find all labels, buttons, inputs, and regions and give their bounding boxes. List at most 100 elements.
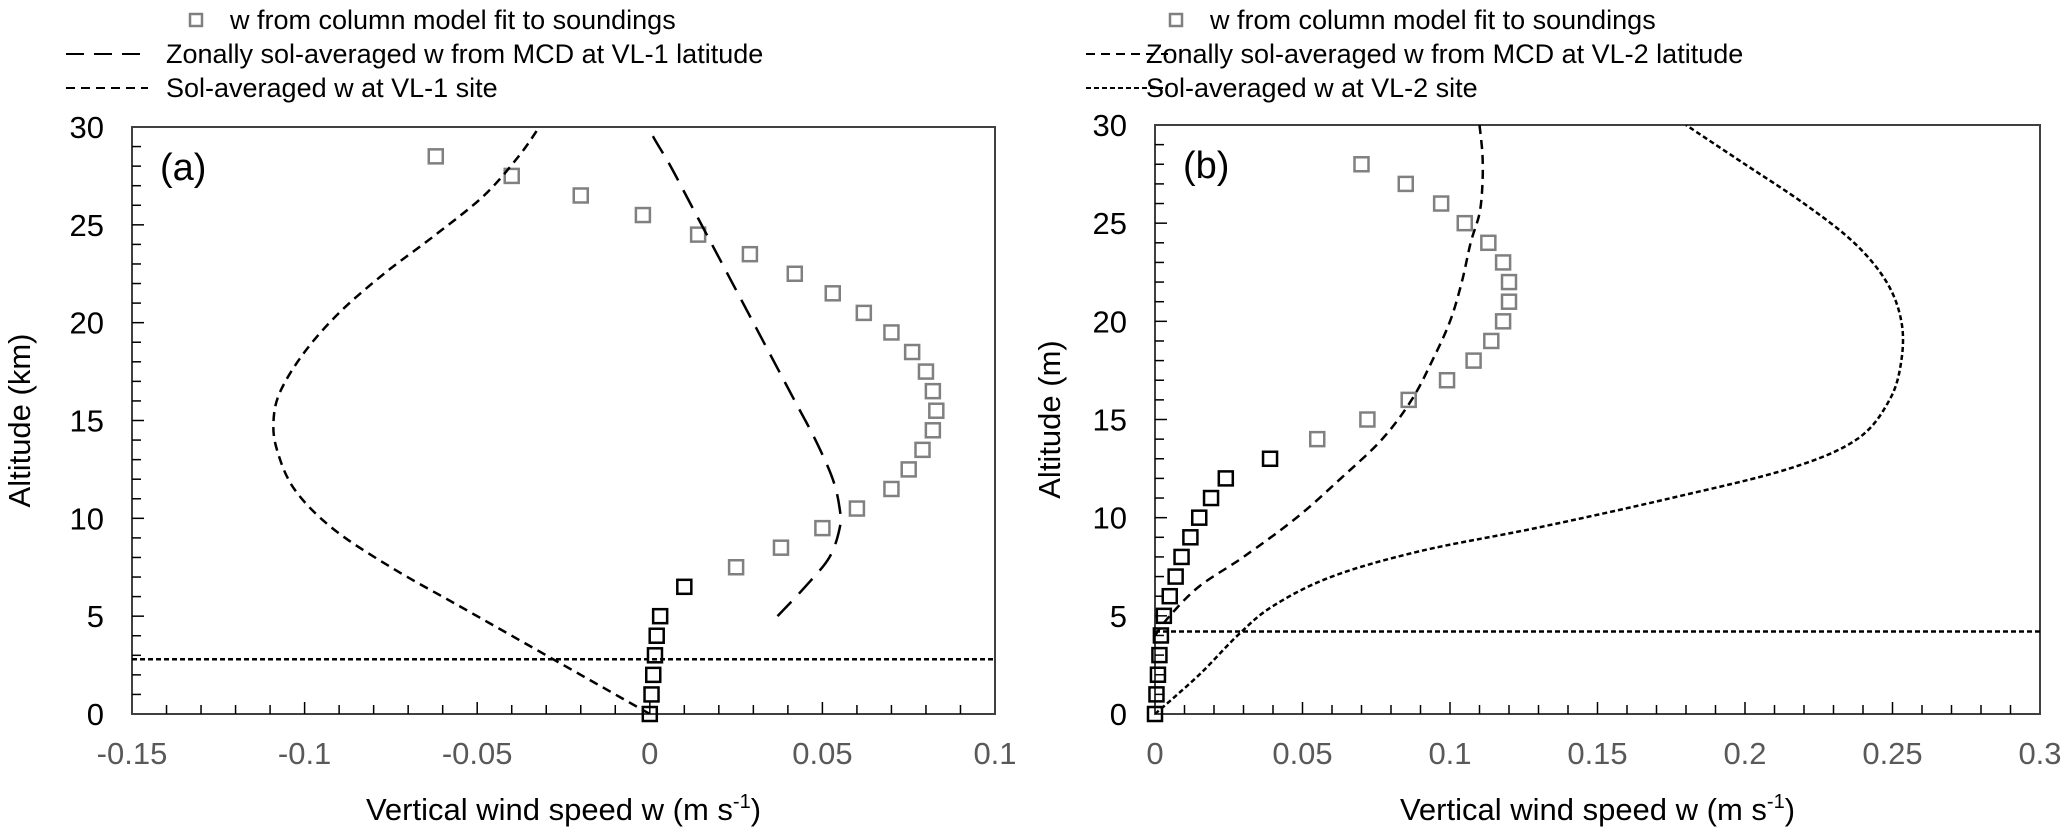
- y-tick-label: 15: [70, 404, 104, 439]
- data-point-marker: [855, 304, 873, 322]
- data-point-marker: [1456, 214, 1473, 232]
- x-tick-label: -0.1: [278, 736, 331, 771]
- data-point-marker: [572, 187, 590, 204]
- data-point-marker: [1500, 273, 1518, 291]
- legend-item: Zonally sol-averaged w from MCD at VL-2 …: [1086, 39, 1743, 69]
- data-point-marker: [1202, 489, 1220, 507]
- y-tick-label: 5: [1110, 599, 1127, 634]
- series-line-short-dash: [1155, 125, 1485, 637]
- x-axis-title-superscript: -1: [733, 791, 751, 813]
- y-tick-label: 30: [70, 110, 104, 145]
- data-point-marker: [676, 578, 693, 596]
- series-line-long-dash: [648, 127, 842, 618]
- plot-area-frame: [1154, 124, 2041, 715]
- data-point-marker: [1151, 646, 1168, 664]
- y-tick-label: 0: [87, 697, 104, 732]
- data-point-marker: [1438, 371, 1456, 389]
- x-axis-title-close: ): [1785, 792, 1795, 827]
- panel-label: (a): [160, 147, 206, 189]
- data-point-marker: [848, 500, 866, 517]
- x-tick-label: 0.2: [1723, 736, 1766, 771]
- x-tick-label: 0.05: [1272, 736, 1332, 771]
- data-point-marker: [917, 363, 935, 380]
- data-point-marker: [1161, 587, 1178, 605]
- data-point-marker: [1494, 313, 1512, 330]
- x-tick-label: 0.1: [1428, 736, 1471, 771]
- y-tick-label: 25: [1093, 206, 1127, 241]
- data-point-marker: [903, 343, 921, 361]
- data-point-marker: [1149, 666, 1167, 683]
- data-point-marker: [1397, 175, 1414, 193]
- data-point-marker: [814, 519, 831, 537]
- data-point-marker: [1173, 548, 1190, 566]
- data-point-marker: [1217, 470, 1235, 487]
- data-point-marker: [645, 666, 662, 684]
- y-tick-label: 25: [70, 208, 104, 243]
- series-line-short-dash: [272, 127, 651, 714]
- y-tick-label: 0: [1110, 697, 1127, 732]
- data-point-marker: [643, 686, 660, 703]
- y-tick-label: 15: [1093, 403, 1127, 438]
- data-point-marker: [772, 539, 790, 556]
- data-point-marker: [1146, 705, 1164, 723]
- data-point-marker: [1465, 352, 1482, 369]
- data-point-marker: [1261, 450, 1279, 468]
- x-tick-label: 0.3: [2018, 736, 2061, 771]
- data-point-marker: [1480, 234, 1497, 252]
- data-point-marker: [741, 245, 759, 263]
- legend-item: Sol-averaged w at VL-2 site: [1086, 73, 1478, 103]
- x-axis-title-close: ): [751, 792, 761, 827]
- legend-label: Zonally sol-averaged w from MCD at VL-1 …: [166, 39, 763, 69]
- data-point-marker: [1400, 391, 1417, 409]
- legend-label: w from column model fit to soundings: [229, 5, 676, 35]
- panel-a: -0.15 -0.1 -0.05 0 0.05 0.1 0 5 10 15 20 25 30 Vertic…: [2, 5, 1017, 827]
- y-tick-label: 5: [87, 599, 104, 634]
- y-tick-label: 20: [1093, 304, 1127, 339]
- legend-square-marker: [1168, 12, 1184, 28]
- data-point-marker: [1191, 509, 1208, 526]
- x-tick-label: 0: [641, 736, 658, 771]
- x-tick-label: 0.1: [973, 736, 1016, 771]
- legend-square-marker: [188, 12, 204, 28]
- y-axis-title: Altitude (m): [1032, 340, 1067, 498]
- data-point-marker: [1483, 332, 1500, 350]
- x-tick-label: -0.15: [97, 736, 168, 771]
- x-axis-title-main: Vertical wind speed w (m s: [366, 792, 733, 827]
- data-point-marker: [924, 382, 942, 400]
- data-point-marker: [824, 285, 842, 302]
- legend-item: w from column model fit to soundings: [188, 5, 676, 35]
- data-point-marker: [646, 647, 664, 664]
- data-point-marker: [1494, 254, 1512, 271]
- data-point-marker: [503, 167, 520, 185]
- x-axis-title: Vertical wind speed w (m s-1): [1400, 791, 1795, 827]
- y-tick-label: 10: [70, 501, 104, 536]
- legend-label: Sol-averaged w at VL-1 site: [166, 73, 498, 103]
- y-axis-title: Altitude (km): [2, 334, 37, 508]
- data-point-marker: [427, 148, 445, 165]
- data-point-marker: [900, 461, 917, 478]
- legend-item: Zonally sol-averaged w from MCD at VL-1 …: [66, 39, 763, 69]
- panel-b: 0 0.05 0.1 0.15 0.2 0.25 0.3 0 5 10 15 20 25 30 Vertic…: [1032, 5, 2062, 827]
- data-point-marker: [914, 441, 931, 459]
- data-point-marker: [689, 226, 707, 243]
- y-tick-label: 30: [1093, 108, 1127, 143]
- data-point-marker: [924, 422, 942, 439]
- data-point-marker: [651, 607, 669, 625]
- legend-item: w from column model fit to soundings: [1168, 5, 1656, 35]
- data-point-marker: [928, 402, 945, 419]
- x-axis-title: Vertical wind speed w (m s-1): [366, 791, 761, 827]
- series-line-dotted: [1155, 125, 1905, 714]
- data-point-marker: [648, 627, 665, 644]
- data-point-marker: [883, 480, 900, 498]
- panel-label: (b): [1183, 145, 1229, 187]
- data-point-marker: [634, 206, 652, 224]
- data-point-marker: [1359, 411, 1376, 428]
- data-point-marker: [727, 559, 745, 576]
- legend-label: Sol-averaged w at VL-2 site: [1146, 73, 1478, 103]
- data-point-marker: [1148, 686, 1165, 703]
- x-axis-title-superscript: -1: [1767, 791, 1785, 813]
- data-point-marker: [883, 324, 900, 341]
- x-tick-label: 0.05: [792, 736, 852, 771]
- y-tick-label: 20: [70, 306, 104, 341]
